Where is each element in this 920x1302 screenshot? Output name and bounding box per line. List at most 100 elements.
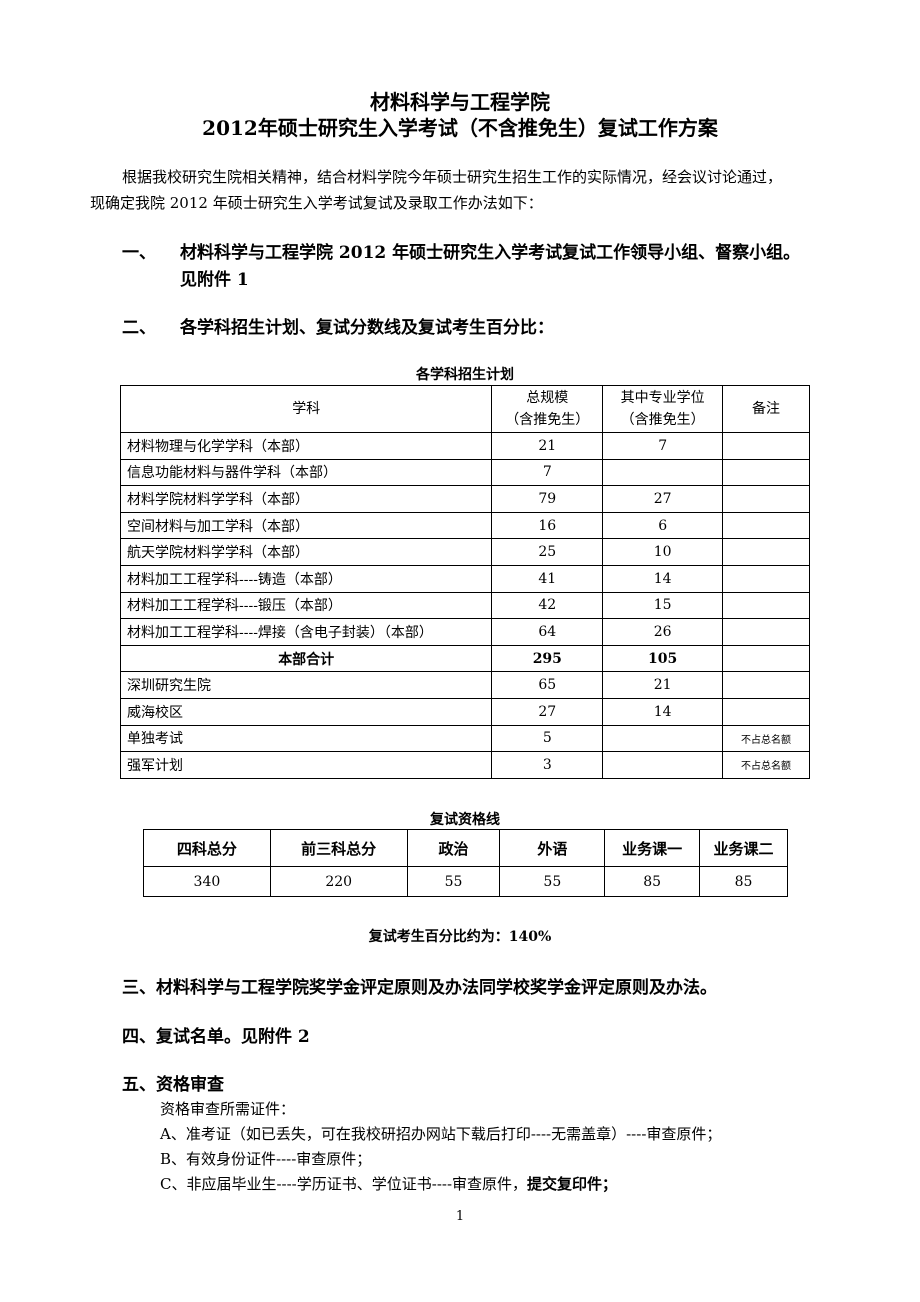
section1-line2: 见附件 1 — [180, 270, 249, 290]
cell-subject: 强军计划 — [119, 751, 493, 779]
table-row: 信息功能材料与器件学科（本部） 7 — [119, 458, 810, 487]
cell-subject: 材料加工工程学科----焊接（含电子封装）（本部） — [119, 618, 493, 646]
cell-pro: 14 — [602, 564, 724, 593]
cell-note: 不占总名额 — [722, 724, 810, 753]
cell-subject: 材料物理与化学学科（本部） — [119, 432, 493, 460]
cell-pro: 6 — [602, 511, 724, 540]
cell-total: 27 — [491, 697, 604, 726]
cell-subject: 本部合计 — [119, 644, 493, 673]
section1-line1: 材料科学与工程学院 2012 年硕士研究生入学考试复试工作领导小组、督察小组。 — [180, 243, 801, 263]
header-cell: 外语 — [499, 829, 606, 867]
intro-line2: 现确定我院 2012 年硕士研究生入学考试复试及录取工作办法如下： — [90, 194, 543, 212]
title-line2: 2012年硕士研究生入学考试（不含推免生）复试工作方案 — [202, 116, 718, 140]
section5-item-a: A、准考证（如已丢失，可在我校研招办网站下载后打印----无需盖章）----审查… — [160, 1125, 722, 1143]
section4: 四、复试名单。见附件 2 — [122, 1027, 310, 1047]
cell-total: 41 — [491, 564, 604, 593]
ratio-text: 复试考生百分比约为：140% — [368, 929, 552, 945]
header-cell: 业务课二 — [699, 829, 788, 867]
cell-total: 7 — [491, 458, 604, 487]
cell-pro — [602, 724, 724, 753]
table-row: 威海校区 27 14 — [119, 697, 810, 726]
table-cell: 55 — [499, 866, 606, 897]
section5-intro: 资格审查所需证件： — [160, 1100, 296, 1118]
cell-total: 25 — [491, 538, 604, 566]
table-row: 航天学院材料学学科（本部） 25 10 — [119, 538, 810, 566]
cell-note: 不占总名额 — [722, 751, 810, 779]
cell-subject: 材料学院材料学学科（本部） — [119, 485, 493, 513]
item-c-bold: 提交复印件； — [527, 1175, 618, 1193]
cell-note — [722, 697, 810, 726]
table-cell: 55 — [406, 866, 501, 897]
table-row: 材料加工工程学科----焊接（含电子封装）（本部） 64 26 — [119, 618, 810, 646]
header-total-line2: （含推免生） — [505, 412, 590, 428]
header-pro-line2: （含推免生） — [620, 412, 705, 428]
table-header-row: 四科总分 前三科总分 政治 外语 业务课一 业务课二 — [143, 829, 788, 867]
cell-note — [722, 564, 810, 593]
cell-subject: 航天学院材料学学科（本部） — [119, 538, 493, 566]
score-table: 四科总分 前三科总分 政治 外语 业务课一 业务课二 340 220 55 55… — [143, 829, 788, 897]
table-cell: 85 — [699, 866, 788, 897]
page-number: 1 — [455, 1209, 465, 1224]
table-row: 本部合计 295 105 — [119, 644, 810, 673]
cell-note — [722, 644, 810, 673]
cell-pro — [602, 458, 724, 487]
table-cell: 340 — [143, 866, 271, 897]
cell-total: 3 — [491, 751, 604, 779]
cell-total: 42 — [491, 591, 604, 620]
header-pro-line1: 其中专业学位 — [620, 390, 705, 406]
cell-pro: 27 — [602, 485, 724, 513]
section5-heading: 五、资格审查 — [122, 1075, 224, 1095]
title-line1: 材料科学与工程学院 — [370, 90, 550, 114]
section3: 三、材料科学与工程学院奖学金评定原则及办法同学校奖学金评定原则及办法。 — [122, 978, 717, 998]
header-cell: 前三科总分 — [269, 829, 408, 867]
table-cell: 85 — [604, 866, 701, 897]
cell-note — [722, 511, 810, 540]
score-table-caption: 复试资格线 — [430, 812, 500, 828]
cell-subject: 信息功能材料与器件学科（本部） — [119, 458, 493, 487]
cell-total: 65 — [491, 671, 604, 699]
section5-item-b: B、有效身份证件----审查原件； — [160, 1150, 372, 1168]
table-row: 材料加工工程学科----锻压（本部） 42 15 — [119, 591, 810, 620]
cell-pro: 10 — [602, 538, 724, 566]
table-row: 材料学院材料学学科（本部） 79 27 — [119, 485, 810, 513]
cell-pro: 7 — [602, 432, 724, 460]
cell-pro: 105 — [602, 644, 724, 673]
cell-total: 295 — [491, 644, 604, 673]
cell-subject: 空间材料与加工学科（本部） — [119, 511, 493, 540]
cell-subject: 威海校区 — [119, 697, 493, 726]
header-total-line1: 总规模 — [526, 390, 569, 406]
header-total: 总规模 （含推免生） — [491, 385, 604, 433]
cell-subject: 深圳研究生院 — [119, 671, 493, 699]
cell-total: 21 — [491, 432, 604, 460]
table-row: 340 220 55 55 85 85 — [143, 866, 788, 897]
cell-total: 64 — [491, 618, 604, 646]
cell-subject: 材料加工工程学科----锻压（本部） — [119, 591, 493, 620]
section2-number: 二、 — [122, 318, 156, 338]
cell-subject: 单独考试 — [119, 724, 493, 753]
cell-total: 79 — [491, 485, 604, 513]
cell-note — [722, 458, 810, 487]
intro-line1: 根据我校研究生院相关精神，结合材料学院今年硕士研究生招生工作的实际情况，经会议讨… — [122, 168, 783, 186]
item-c-text: C、非应届毕业生----学历证书、学位证书----审查原件， — [160, 1175, 528, 1193]
cell-note — [722, 591, 810, 620]
header-pro: 其中专业学位 （含推免生） — [602, 385, 724, 433]
cell-note — [722, 538, 810, 566]
section1-number: 一、 — [122, 243, 156, 263]
table-row: 深圳研究生院 65 21 — [119, 671, 810, 699]
cell-pro: 21 — [602, 671, 724, 699]
table-row: 材料加工工程学科----铸造（本部） 41 14 — [119, 564, 810, 593]
header-note: 备注 — [722, 385, 810, 433]
cell-pro: 14 — [602, 697, 724, 726]
table-row: 材料物理与化学学科（本部） 21 7 — [119, 432, 810, 460]
header-cell: 业务课一 — [604, 829, 701, 867]
header-cell: 政治 — [406, 829, 501, 867]
table-header-row: 学科 总规模 （含推免生） 其中专业学位 （含推免生） 备注 — [119, 385, 810, 433]
header-cell: 四科总分 — [143, 829, 271, 867]
cell-note — [722, 618, 810, 646]
cell-pro: 15 — [602, 591, 724, 620]
section5-item-c: C、非应届毕业生----学历证书、学位证书----审查原件，提交复印件； — [160, 1173, 617, 1194]
table-row: 强军计划 3 不占总名额 — [119, 751, 810, 779]
table-cell: 220 — [269, 866, 408, 897]
cell-pro — [602, 751, 724, 779]
